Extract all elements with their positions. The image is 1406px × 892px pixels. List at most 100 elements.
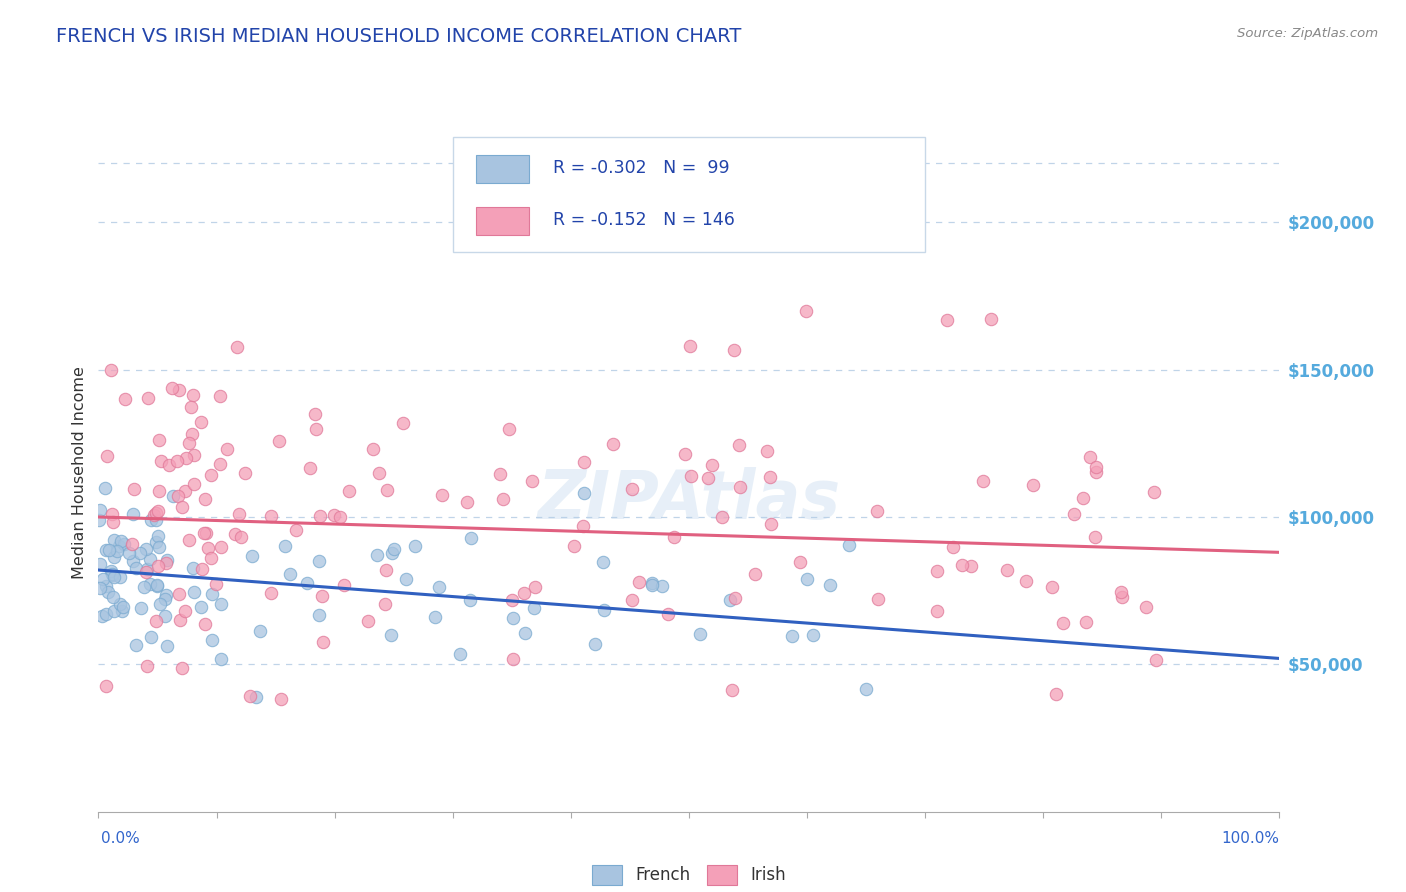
Point — [112, 537, 135, 551]
Point — [801, 628, 824, 642]
Point — [136, 659, 159, 673]
Point — [562, 539, 585, 553]
Point — [449, 647, 471, 661]
Point — [1040, 580, 1063, 594]
Point — [114, 392, 136, 407]
Point — [866, 504, 889, 518]
Point — [572, 486, 595, 500]
Point — [305, 422, 328, 436]
Point — [925, 564, 948, 578]
Point — [208, 457, 231, 471]
Point — [662, 530, 685, 544]
Point — [228, 508, 250, 522]
Point — [145, 506, 167, 520]
Point — [333, 578, 356, 592]
Point — [153, 608, 176, 623]
Point — [1085, 459, 1108, 474]
Point — [177, 533, 200, 547]
Point — [89, 557, 111, 571]
Point — [1078, 450, 1101, 465]
Point — [759, 516, 782, 531]
Point — [620, 593, 643, 607]
Point — [162, 489, 184, 503]
Point — [167, 489, 190, 503]
Point — [308, 508, 330, 523]
Point — [169, 613, 191, 627]
Point — [103, 604, 125, 618]
Point — [284, 523, 307, 537]
Point — [148, 433, 170, 447]
Point — [209, 540, 232, 554]
Point — [122, 554, 145, 568]
Point — [155, 589, 177, 603]
Point — [107, 544, 129, 558]
Point — [146, 558, 169, 573]
Point — [329, 509, 352, 524]
Text: R = -0.152   N = 146: R = -0.152 N = 146 — [553, 211, 735, 229]
Point — [950, 558, 973, 572]
Point — [366, 548, 388, 562]
Point — [1015, 574, 1038, 588]
Point — [744, 566, 766, 581]
Point — [190, 599, 212, 614]
Point — [197, 541, 219, 555]
Point — [513, 585, 536, 599]
Point — [720, 592, 742, 607]
Point — [657, 607, 679, 622]
Point — [149, 598, 172, 612]
Point — [377, 483, 399, 497]
Point — [460, 531, 482, 545]
Point — [100, 362, 122, 376]
Point — [711, 509, 734, 524]
Point — [523, 601, 546, 615]
Point — [155, 592, 177, 607]
Point — [1084, 530, 1107, 544]
Point — [1074, 615, 1097, 629]
Point — [201, 633, 224, 648]
Point — [458, 593, 481, 607]
Point — [217, 442, 239, 456]
Point — [270, 692, 292, 706]
Point — [96, 607, 118, 621]
Point — [97, 543, 120, 558]
Point — [156, 639, 179, 653]
Point — [721, 683, 744, 698]
Point — [392, 416, 415, 430]
Point — [1063, 508, 1085, 522]
Point — [229, 530, 252, 544]
Point — [730, 480, 752, 494]
Point — [572, 455, 595, 469]
Point — [108, 597, 131, 611]
Point — [339, 483, 361, 498]
Point — [679, 469, 702, 483]
Point — [796, 572, 818, 586]
Point — [173, 604, 195, 618]
Point — [205, 577, 228, 591]
Point — [145, 534, 167, 549]
Point — [146, 579, 169, 593]
Point — [225, 340, 247, 354]
Point — [200, 587, 222, 601]
Point — [1022, 477, 1045, 491]
Point — [87, 513, 110, 527]
Point — [844, 222, 866, 236]
Point — [759, 470, 782, 484]
Point — [245, 690, 267, 705]
Point — [866, 592, 889, 607]
Point — [94, 579, 117, 593]
Point — [101, 568, 124, 582]
Point — [121, 507, 143, 521]
Point — [374, 597, 396, 611]
Point — [395, 572, 418, 586]
Point — [194, 525, 217, 540]
Point — [502, 611, 524, 625]
Point — [125, 560, 148, 574]
Text: 100.0%: 100.0% — [1222, 831, 1279, 846]
Point — [94, 542, 117, 557]
Point — [689, 627, 711, 641]
Point — [131, 600, 153, 615]
Point — [380, 628, 402, 642]
Point — [498, 422, 520, 436]
Point — [181, 388, 204, 402]
Point — [299, 460, 322, 475]
